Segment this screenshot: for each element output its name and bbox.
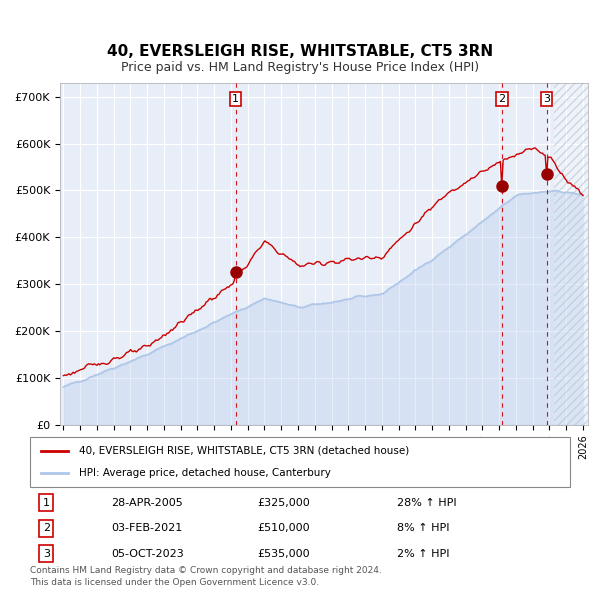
Text: £510,000: £510,000 [257,523,310,533]
Text: Price paid vs. HM Land Registry's House Price Index (HPI): Price paid vs. HM Land Registry's House … [121,61,479,74]
Text: HPI: Average price, detached house, Canterbury: HPI: Average price, detached house, Cant… [79,468,331,478]
FancyBboxPatch shape [30,437,570,487]
Text: 3: 3 [43,549,50,559]
Text: 05-OCT-2023: 05-OCT-2023 [111,549,184,559]
Text: 2: 2 [43,523,50,533]
Text: 1: 1 [43,498,50,507]
Text: £535,000: £535,000 [257,549,310,559]
Text: This data is licensed under the Open Government Licence v3.0.: This data is licensed under the Open Gov… [30,578,319,587]
Bar [554,83,592,425]
Text: £325,000: £325,000 [257,498,310,507]
Text: Contains HM Land Registry data © Crown copyright and database right 2024.: Contains HM Land Registry data © Crown c… [30,566,382,575]
Text: 3: 3 [543,94,550,104]
Text: 40, EVERSLEIGH RISE, WHITSTABLE, CT5 3RN: 40, EVERSLEIGH RISE, WHITSTABLE, CT5 3RN [107,44,493,59]
Text: 8% ↑ HPI: 8% ↑ HPI [397,523,450,533]
Text: 2: 2 [498,94,505,104]
Text: 40, EVERSLEIGH RISE, WHITSTABLE, CT5 3RN (detached house): 40, EVERSLEIGH RISE, WHITSTABLE, CT5 3RN… [79,445,409,455]
Text: 03-FEB-2021: 03-FEB-2021 [111,523,182,533]
Text: 28-APR-2005: 28-APR-2005 [111,498,183,507]
Text: 2% ↑ HPI: 2% ↑ HPI [397,549,450,559]
Text: 28% ↑ HPI: 28% ↑ HPI [397,498,457,507]
Text: 1: 1 [232,94,239,104]
Bar [554,83,592,425]
Bar [554,83,592,425]
